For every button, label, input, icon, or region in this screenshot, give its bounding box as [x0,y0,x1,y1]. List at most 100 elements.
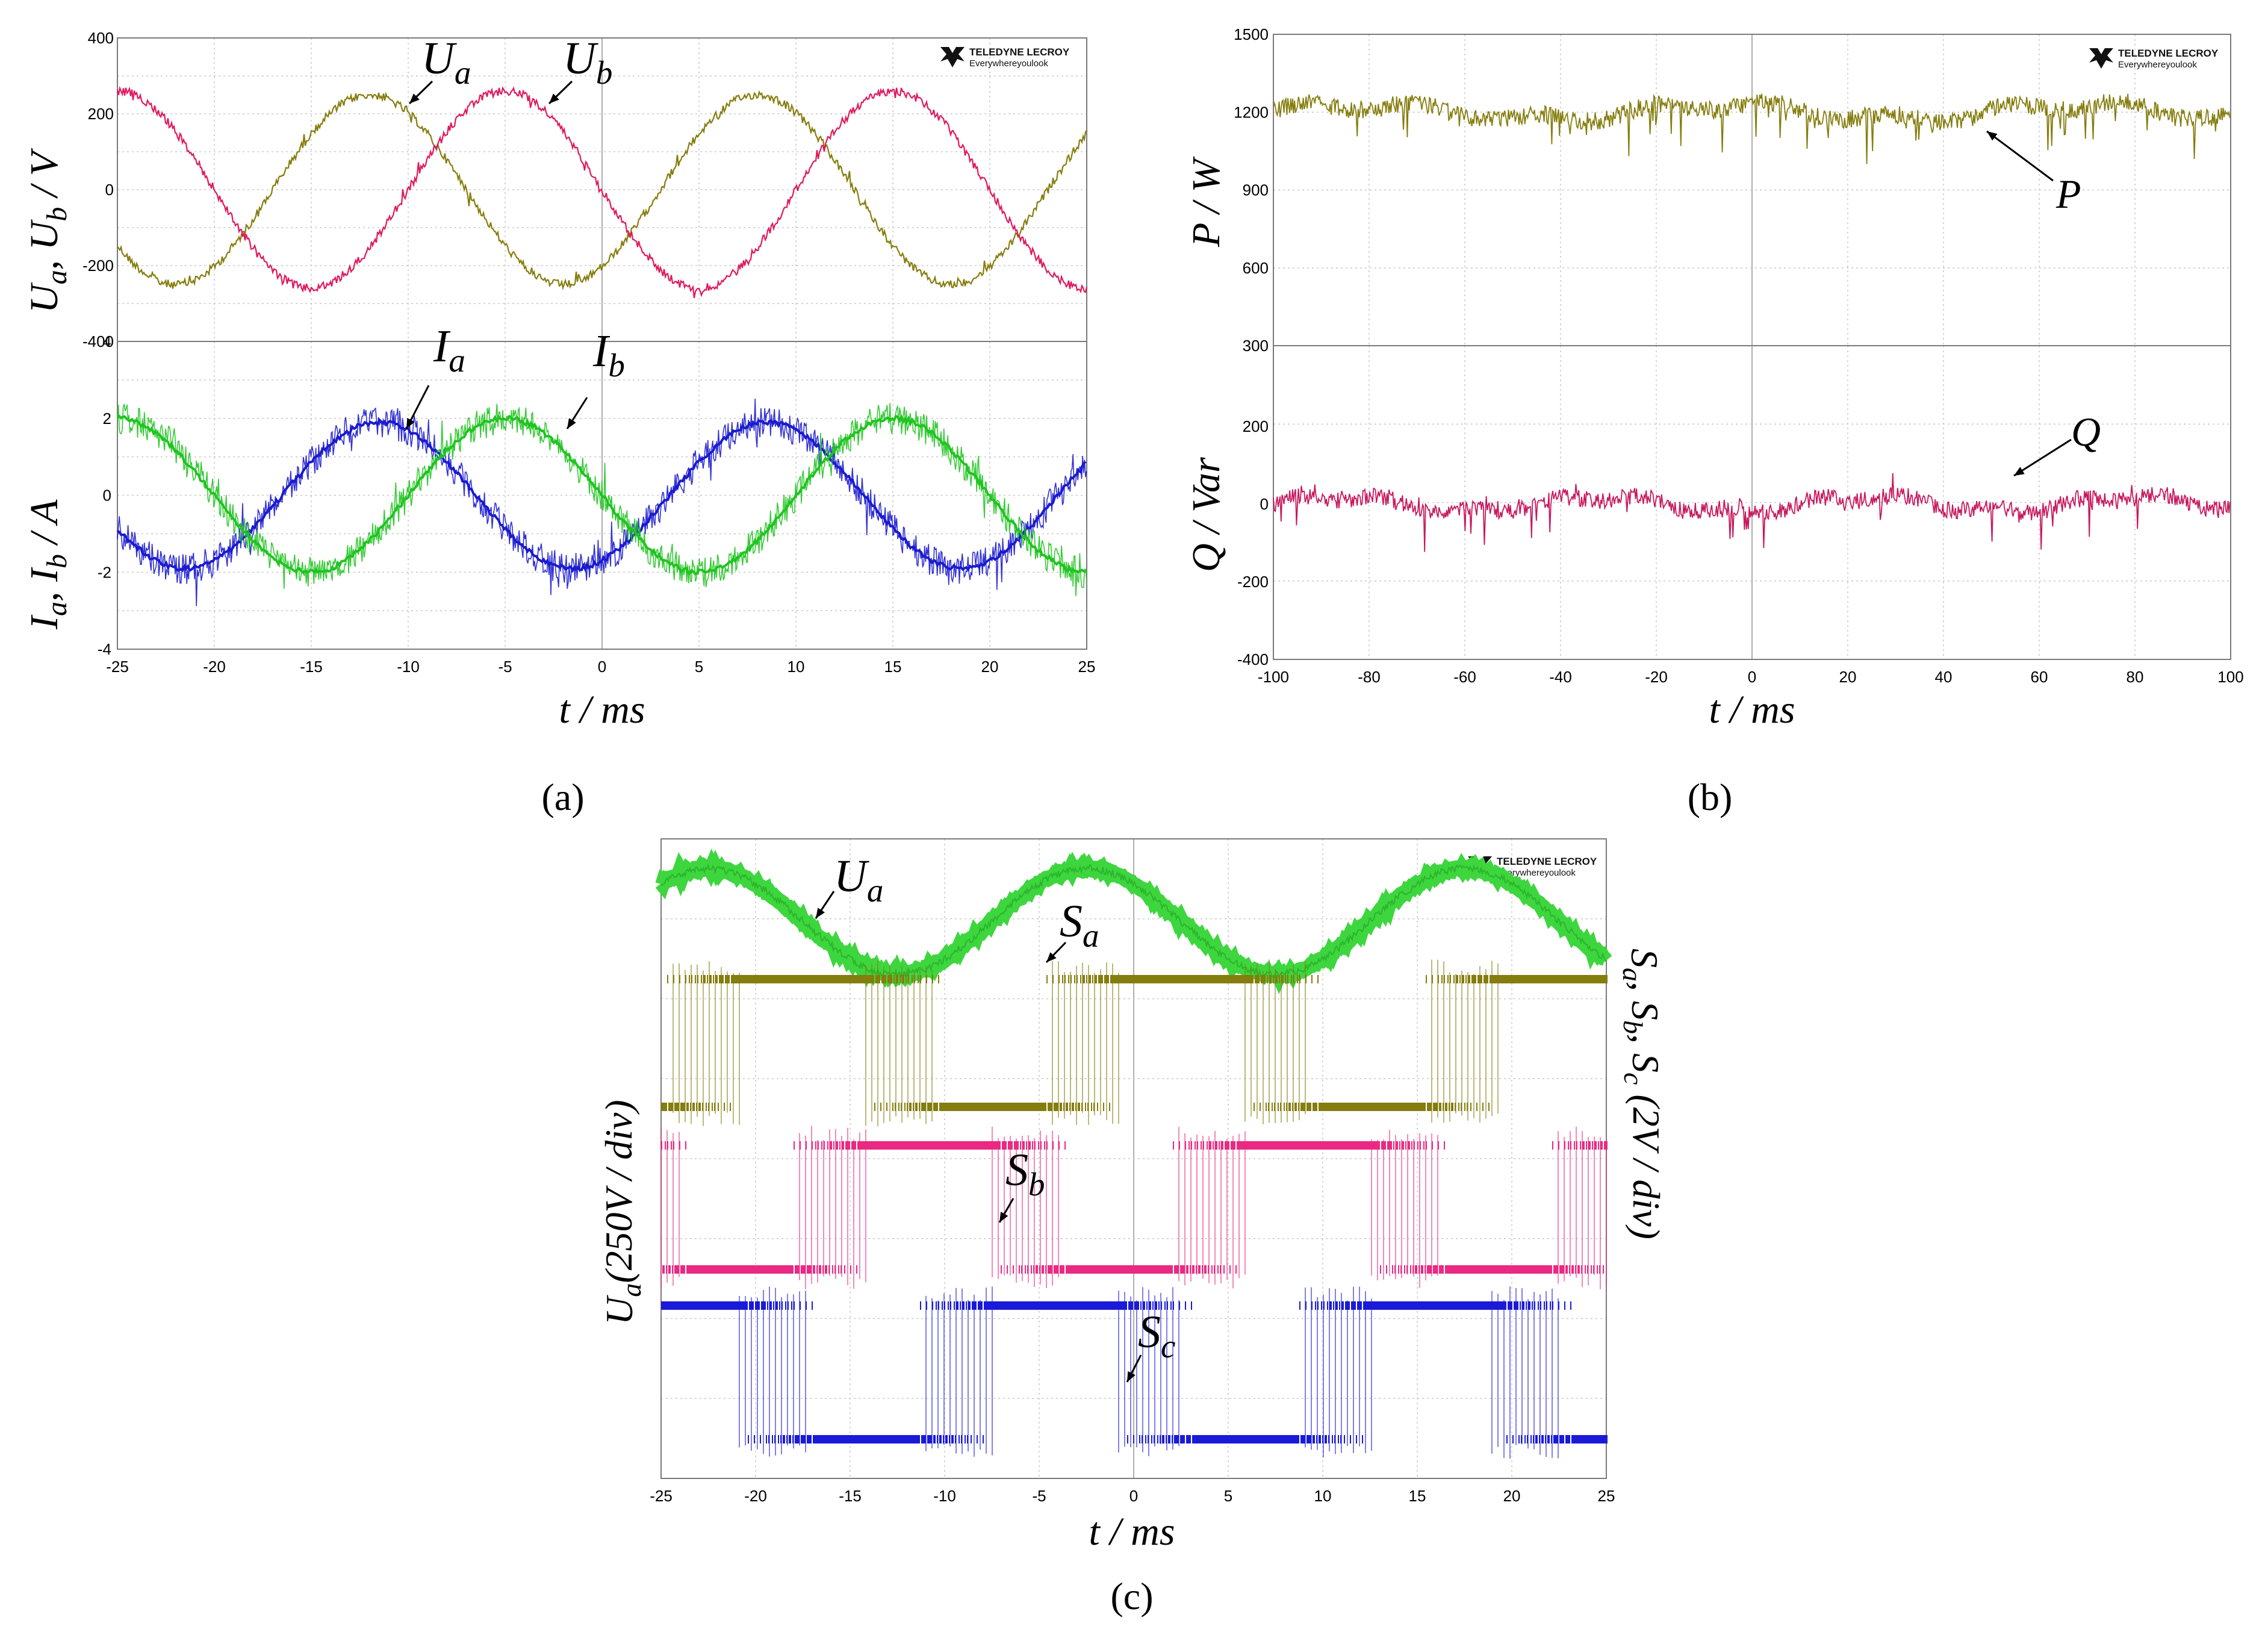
y-axis-label-a-top-part: b [41,207,73,222]
teledyne-logo-icon [2089,48,2113,69]
x-tick-label: -25 [650,1487,673,1505]
series-label-ub: Ub [563,33,612,91]
arrow-q-head [2014,467,2025,476]
y-axis-label-a-top-part: a [41,270,73,284]
y-axis-label-a-bottom-part: b [41,554,73,568]
x-tick-label: -5 [1032,1487,1046,1505]
arrow-ua-head [409,93,420,104]
series-sb-group [660,1126,1608,1289]
x-tick-label: -60 [1453,668,1476,686]
y-tick-label: 300 [1243,337,1269,355]
x-tick-label: 25 [1078,658,1096,676]
x-axis-label-a: t / ms [559,688,645,732]
y-tick-label: -200 [1237,573,1269,591]
arrow-ua-c-head [816,908,825,918]
x-tick-label: -20 [1645,668,1668,686]
x-tick-label: 100 [2217,668,2243,686]
brand-tagline: Everywhereyoulook [1497,868,1576,878]
panel-b-top-grid [1273,34,2231,346]
series-label-ia-part: I [433,321,451,372]
series-label-ua-c-part: U [834,851,869,902]
series-ia-mean [116,417,1087,573]
series-label-sa-part: a [1083,917,1099,954]
x-tick-label: 80 [2127,668,2144,686]
x-tick-label: 40 [1935,668,1953,686]
x-tick-label: -15 [839,1487,862,1505]
panel-a-bottom-grid [117,341,1087,650]
arrow-p [1986,130,2054,182]
y-tick-label: 1500 [1234,25,1269,43]
arrow-sc-head [1127,1371,1136,1382]
x-tick-label: 0 [598,658,606,676]
series-ub-trace [116,86,1088,299]
y-tick-label: 600 [1243,259,1269,277]
y-axis-label-a-bottom-part: I [22,614,66,630]
x-tick-label: 5 [1224,1487,1232,1505]
series-ua-trace [117,90,1087,291]
teledyne-logo-icon [940,47,965,67]
series-label-sc-part: c [1161,1328,1175,1365]
x-tick-label: 0 [1129,1487,1138,1505]
brand-name: TELEDYNE LECROY [1497,856,1597,867]
caption-a: (a) [541,776,584,818]
series-label-ub-part: U [563,33,598,84]
y-axis-label-a-top-part: U [22,282,66,313]
arrow-ub-head [549,93,559,104]
y-axis-label-c-left: Ua(250V / div) [597,1100,647,1325]
y-axis-label-c-right-part: ) [1625,1224,1668,1239]
y-tick-label: 0 [105,181,114,199]
series-label-sb: Sb [1005,1145,1045,1203]
caption-c: (c) [1110,1575,1153,1618]
x-tick-label: 15 [884,658,902,676]
series-label-sa-part: S [1060,896,1083,947]
x-tick-label: -20 [744,1487,767,1505]
y-tick-label: -200 [82,257,114,275]
series-label-ub-part: b [596,54,613,91]
x-tick-label: -10 [397,658,420,676]
y-axis-label-c-left-part: U [598,1295,641,1325]
x-tick-label: -100 [1258,668,1289,686]
series-sc-group [661,1286,1608,1459]
y-tick-label: 900 [1243,181,1269,199]
y-tick-label: -400 [82,332,114,350]
y-axis-label-c-left-part: div [597,1112,640,1160]
x-tick-label: 10 [788,658,805,676]
brand-name: TELEDYNE LECROY [2118,48,2219,59]
y-axis-label-c-right-part: a [1617,968,1648,982]
y-axis-label-c-left-part: ) [597,1100,640,1115]
arrow-p-head [1987,131,1998,141]
series-sa-group [661,959,1608,1127]
series-label-sc-part: S [1138,1307,1161,1357]
x-tick-label: 20 [1839,668,1857,686]
series-ua-noise [660,863,1607,980]
series-label-ua-part: U [421,33,457,84]
x-tick-label: 5 [695,658,703,676]
series-label-ib-part: I [592,326,610,376]
x-axis-label-b: t / ms [1709,688,1795,732]
series-label-sb-part: S [1005,1145,1028,1195]
arrow-ib-head [567,418,576,429]
y-axis-label-c-right-part: , S [1624,982,1667,1020]
y-axis-label-c-right-part: c [1618,1073,1649,1085]
caption-b: (b) [1688,776,1733,818]
y-axis-label-c-left-part: (250V / [597,1160,640,1283]
y-axis-label-a-top-part: / V [22,148,66,207]
y-tick-label: -400 [1237,650,1269,668]
arrow-sa-head [1046,952,1057,962]
y-tick-label: -4 [98,640,111,658]
y-tick-label: -2 [98,563,111,581]
x-tick-label: -5 [498,658,512,676]
y-tick-label: 200 [1243,417,1269,435]
x-axis-label-c: t / ms [1089,1510,1175,1554]
y-axis-label-a-bottom: Ia, Ib / A [22,499,73,630]
y-axis-label-c-right-part: div [1625,1179,1668,1227]
series-label-ia: Ia [433,321,465,379]
series-label-ib: Ib [592,326,625,384]
series-label-sa: Sa [1060,896,1099,954]
brand-name: TELEDYNE LECROY [969,46,1070,58]
y-tick-label: 0 [103,487,111,505]
y-tick-label: 0 [1260,495,1269,513]
